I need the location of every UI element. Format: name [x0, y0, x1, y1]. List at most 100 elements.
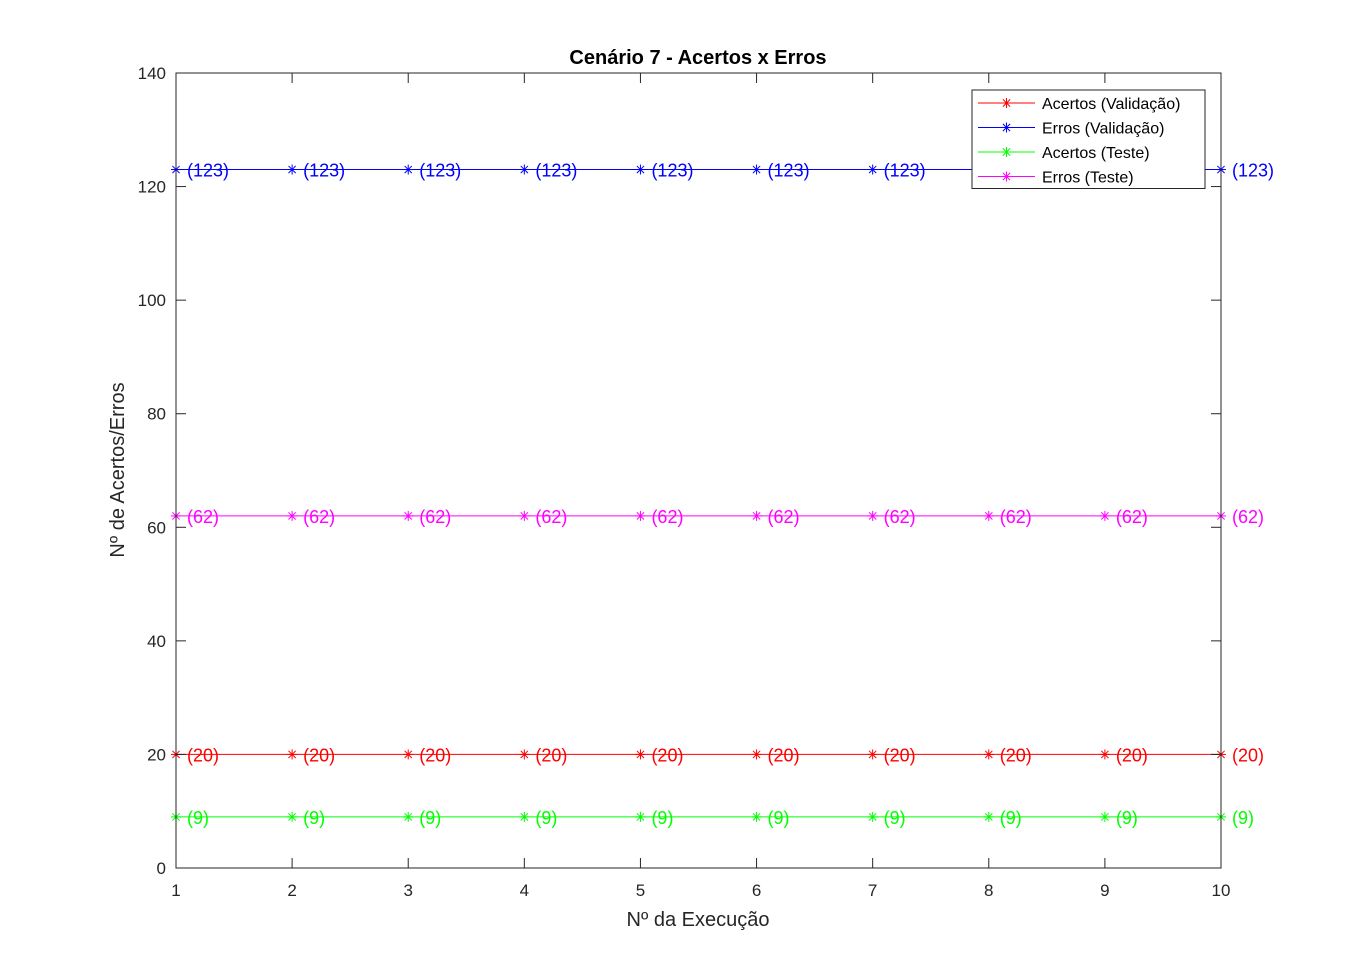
legend: Acertos (Validação) Erros (Validação) Acer… — [971, 89, 1206, 189]
legend-item: Acertos (Teste) — [978, 145, 1150, 162]
data-label: (123) — [884, 161, 926, 181]
legend-box — [971, 89, 1206, 189]
data-label: (9) — [1000, 808, 1022, 828]
x-tick-label: 2 — [287, 881, 296, 900]
y-tick-label: 40 — [147, 632, 166, 651]
data-label: (20) — [1000, 745, 1032, 765]
data-point — [751, 510, 762, 521]
data-point — [287, 164, 298, 175]
data-label: (62) — [419, 507, 451, 527]
data-point — [983, 510, 994, 521]
x-tick-label: 4 — [520, 881, 529, 900]
data-label: (123) — [419, 161, 461, 181]
data-label: (20) — [1116, 745, 1148, 765]
data-label: (9) — [884, 808, 906, 828]
y-tick-label: 100 — [138, 291, 166, 310]
data-point — [403, 749, 414, 760]
legend-item: Acertos (Validação) — [978, 96, 1180, 113]
data-point — [635, 164, 646, 175]
data-point — [867, 811, 878, 822]
data-point — [287, 510, 298, 521]
data-label: (62) — [187, 507, 219, 527]
legend-marker — [1001, 122, 1012, 133]
data-point — [287, 749, 298, 760]
data-label: (62) — [1232, 507, 1264, 527]
x-tick-label: 3 — [403, 881, 412, 900]
data-point — [751, 811, 762, 822]
data-point — [1099, 749, 1110, 760]
plot-area: (20) (20) (20) (20) (20) (20) (20) (20) (20) (20)… — [138, 64, 1274, 900]
data-point — [519, 164, 530, 175]
data-label: (9) — [1116, 808, 1138, 828]
data-label: (20) — [884, 745, 916, 765]
data-label: (9) — [303, 808, 325, 828]
data-label: (62) — [651, 507, 683, 527]
y-axis-title: Nº de Acertos/Erros — [107, 382, 129, 557]
data-point — [867, 164, 878, 175]
data-label: (20) — [535, 745, 567, 765]
data-label: (20) — [768, 745, 800, 765]
data-point — [867, 749, 878, 760]
x-tick-label: 5 — [636, 881, 645, 900]
data-label: (9) — [651, 808, 673, 828]
data-label: (62) — [535, 507, 567, 527]
y-tick-label: 120 — [138, 178, 166, 197]
data-label: (20) — [651, 745, 683, 765]
data-label: (123) — [768, 161, 810, 181]
x-tick-label: 8 — [984, 881, 993, 900]
legend-label: Erros (Validação) — [1042, 121, 1164, 138]
data-label: (9) — [535, 808, 557, 828]
data-label: (123) — [303, 161, 345, 181]
data-point — [403, 164, 414, 175]
data-point — [635, 749, 646, 760]
data-point — [867, 510, 878, 521]
x-tick-label: 9 — [1100, 881, 1109, 900]
data-point — [287, 811, 298, 822]
data-point — [635, 811, 646, 822]
data-label: (62) — [1000, 507, 1032, 527]
x-tick-label: 1 — [171, 881, 180, 900]
data-point — [1099, 510, 1110, 521]
data-label: (123) — [1232, 161, 1274, 181]
legend-item: Erros (Teste) — [978, 170, 1134, 187]
data-point — [1099, 811, 1110, 822]
data-point — [403, 510, 414, 521]
data-point — [519, 811, 530, 822]
data-label: (20) — [303, 745, 335, 765]
series-3: (9) (9) (9) (9) (9) (9) (9) (9) (9) (9) — [171, 808, 1254, 828]
x-tick-label: 7 — [868, 881, 877, 900]
chart-title: Cenário 7 - Acertos x Erros — [569, 47, 826, 69]
data-point — [519, 510, 530, 521]
data-label: (62) — [768, 507, 800, 527]
legend-marker — [1001, 98, 1012, 108]
data-label: (9) — [419, 808, 441, 828]
plot-background — [176, 73, 1221, 868]
data-label: (9) — [1232, 808, 1254, 828]
legend-marker — [1001, 171, 1012, 182]
data-point — [403, 811, 414, 822]
axes-box — [175, 72, 1222, 869]
data-label: (123) — [651, 161, 693, 181]
y-tick-label: 140 — [138, 64, 166, 83]
data-point — [983, 749, 994, 760]
data-label: (62) — [1116, 507, 1148, 527]
data-point — [751, 749, 762, 760]
data-label: (20) — [187, 745, 219, 765]
y-tick-label: 80 — [147, 405, 166, 424]
data-point — [983, 811, 994, 822]
x-tick-label: 10 — [1212, 881, 1231, 900]
y-tick-label: 0 — [157, 859, 166, 878]
legend-item: Erros (Validação) — [978, 121, 1164, 138]
data-label: (62) — [884, 507, 916, 527]
data-label: (62) — [303, 507, 335, 527]
legend-marker — [1001, 147, 1012, 157]
legend-label: Erros (Teste) — [1042, 170, 1134, 187]
series-1: (20) (20) (20) (20) (20) (20) (20) (20) (20) (20) — [171, 745, 1264, 765]
data-label: (9) — [187, 808, 209, 828]
data-label: (9) — [768, 808, 790, 828]
x-tick-label: 6 — [752, 881, 761, 900]
data-point — [519, 749, 530, 760]
legend-label: Acertos (Validação) — [1042, 96, 1180, 113]
data-label: (123) — [187, 161, 229, 181]
